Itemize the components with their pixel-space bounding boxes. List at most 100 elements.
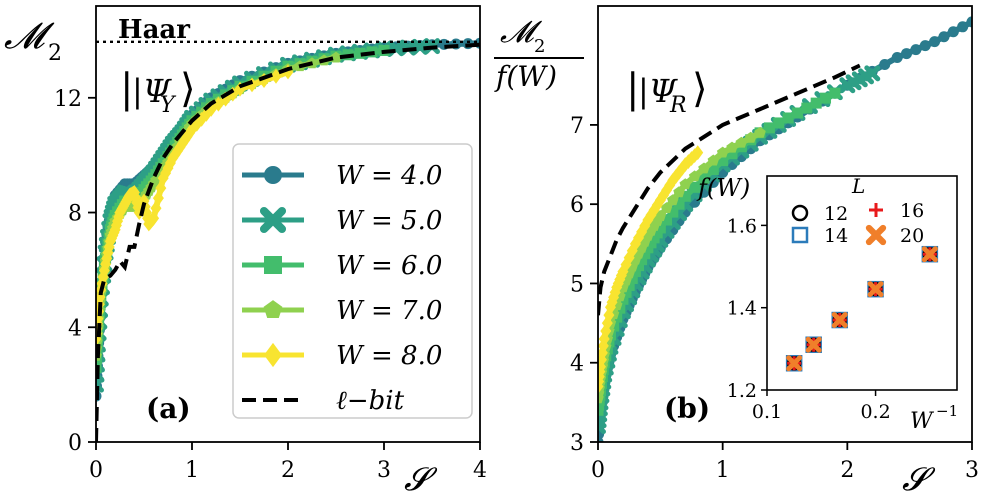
legend-entry: W = 8.0 (242, 341, 442, 371)
legend-frame (232, 143, 473, 419)
legend-label: W = 6.0 (336, 251, 442, 281)
panel-b-point (910, 44, 922, 56)
inset-legend-entry: 16 (869, 200, 924, 222)
panel-b-point (633, 260, 645, 272)
legend-entry: W = 7.0 (242, 296, 442, 326)
panel-b-xtick-label: 1 (716, 458, 730, 483)
panel-b-xtick-label: 2 (840, 458, 854, 483)
legend-entry: W = 4.0 (242, 161, 442, 191)
legend-marker (264, 342, 282, 368)
panel-b-point (620, 286, 632, 298)
panel-b-point (820, 92, 832, 104)
panel-b-point (966, 16, 972, 28)
panel-a-ytick-label: 4 (68, 316, 82, 341)
panel-b-point (829, 87, 841, 99)
panel-a-xlabel: 𝓢 (404, 460, 438, 498)
legend-marker (259, 206, 287, 234)
panel-a-point (354, 47, 366, 59)
panel-a-point (157, 170, 169, 186)
inset-legend-marker (791, 204, 809, 222)
inset-legend-entry: 12 (791, 203, 848, 225)
inset-frame (766, 175, 958, 391)
panel-a-series-5 (96, 42, 480, 442)
panel-a-lbit-line (96, 42, 480, 442)
panel-a-label: (a) (146, 392, 191, 425)
panel-b-point (661, 214, 673, 226)
panel-b-point (673, 198, 685, 210)
panel-b-point (661, 182, 673, 198)
panel-b-ytick-label: 5 (570, 272, 584, 297)
panel-a-state-label: | |Ψ |Ψ Y ⟩ (120, 66, 196, 118)
panel-b-point (810, 97, 822, 109)
panel-b-point (679, 190, 691, 202)
panel-b-point (879, 58, 891, 70)
panel-b-point (598, 331, 610, 347)
svg-text:2: 2 (48, 41, 62, 66)
svg-text:f(W): f(W) (494, 60, 557, 93)
panel-b-point (679, 178, 691, 190)
panel-b-point (698, 162, 710, 174)
panel-a-point (98, 263, 110, 279)
panel-b-point (735, 136, 748, 148)
panel-b-point (726, 141, 738, 153)
inset-legend-marker (865, 224, 887, 246)
panel-a-point (270, 68, 282, 84)
panel-b-ytick-label: 6 (570, 193, 584, 218)
panel-b-point (626, 243, 638, 259)
panel-b-ytick-label: 7 (570, 114, 584, 139)
panel-b-ytick-label: 3 (570, 431, 584, 456)
inset-legend-marker (869, 203, 883, 217)
panel-b-point (864, 65, 881, 82)
panel-b-point (754, 126, 766, 138)
panel-a-ytick-label: 0 (68, 431, 82, 456)
panel-b-point (929, 36, 941, 48)
haar-label: Haar (118, 15, 190, 45)
panel-b-point (670, 169, 682, 184)
panel-a-ytick-label: 8 (68, 202, 82, 227)
panel-b-point (901, 48, 913, 60)
panel-b-point (947, 26, 959, 38)
legend-label: W = 5.0 (336, 206, 442, 236)
panel-b-point (654, 192, 666, 208)
panel-b-point (633, 230, 645, 246)
legend-marker (264, 166, 282, 184)
panel-b-point (642, 212, 654, 228)
svg-text:⟩: ⟩ (180, 66, 196, 112)
panel-b-xtick-label: 0 (591, 458, 605, 483)
panel-a-xtick-label: 4 (473, 458, 487, 483)
panel-b-point (957, 21, 969, 33)
panel-a-xtick-label: 2 (281, 458, 295, 483)
inset-legend-label: 16 (900, 200, 924, 222)
panel-b-point (654, 222, 666, 234)
svg-text:|Ψ: |Ψ (132, 72, 173, 110)
svg-text:|: | (120, 66, 133, 112)
inset-legend-marker (791, 226, 809, 244)
panel-b-series (598, 16, 972, 442)
panel-b-point (919, 40, 931, 52)
panel-b-point (782, 112, 794, 124)
inset-xlabel: W −1 (910, 402, 958, 434)
panel-b-point (773, 117, 785, 129)
panel-b-point (636, 254, 648, 266)
panel-a-ytick-label: 12 (54, 87, 82, 112)
panel-b-state-label: | |Ψ R ⟩ (626, 66, 708, 118)
inset-legend-label: 14 (824, 225, 848, 247)
svg-text:R: R (669, 93, 687, 118)
panel-a-xtick-label: 1 (185, 458, 199, 483)
legend: W = 4.0 W = 5.0 W = 6.0 W = 7.0 W = 8.0 ℓ−bit (232, 143, 473, 419)
panel-b-point (717, 155, 729, 167)
panel-b-point (667, 206, 679, 218)
inset-legend: 12 16 14 20 (791, 200, 924, 247)
panel-b-point (639, 248, 651, 260)
legend-entry: ℓ−bit (242, 386, 405, 416)
svg-text:W: W (910, 409, 935, 434)
legend-label: W = 7.0 (336, 296, 442, 326)
svg-text:⟩: ⟩ (692, 66, 708, 112)
panel-b-ylabel: 𝓜 2 f(W) (494, 15, 584, 93)
panel-b-point (623, 250, 635, 266)
legend-marker (264, 256, 282, 274)
inset-plot: 0.1 0.2 1.2 1.4 1.6 f(W) W −1 L 12 16 14 20 (696, 174, 958, 434)
panel-b-point (716, 146, 729, 158)
panel-b-point (598, 338, 609, 354)
